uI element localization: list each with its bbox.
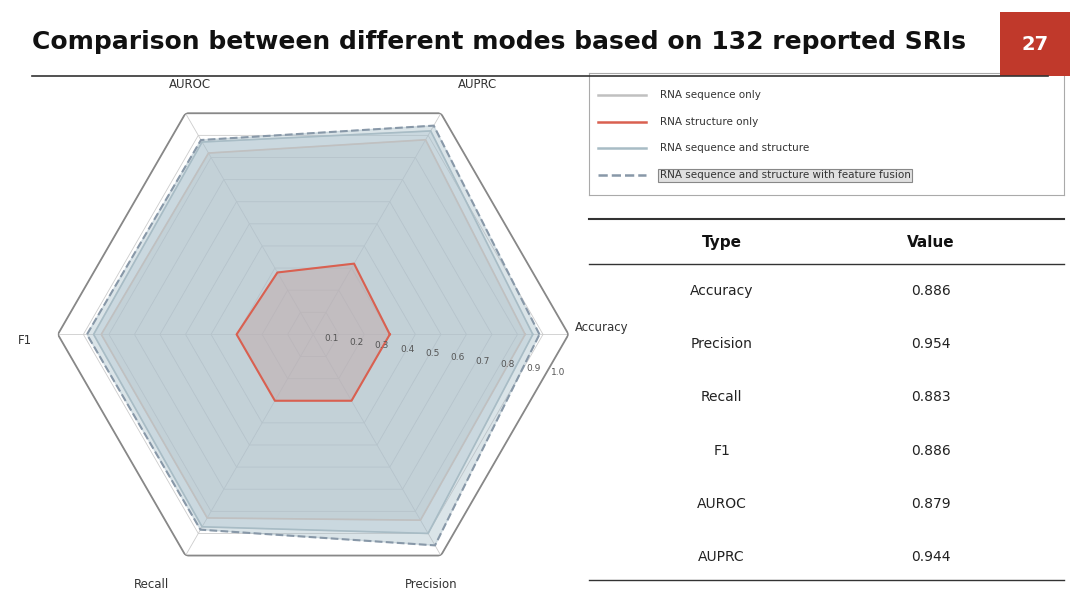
Text: RNA sequence and structure with feature fusion: RNA sequence and structure with feature … <box>660 170 910 180</box>
Text: 0.6: 0.6 <box>450 353 464 362</box>
Polygon shape <box>87 126 539 545</box>
Text: 0.3: 0.3 <box>375 341 389 350</box>
Text: 0.886: 0.886 <box>910 444 950 458</box>
Polygon shape <box>94 131 532 533</box>
Text: Precision: Precision <box>405 578 458 591</box>
Text: 27: 27 <box>1022 35 1049 54</box>
Polygon shape <box>102 140 525 520</box>
Text: AUPRC: AUPRC <box>699 550 745 564</box>
Text: AUROC: AUROC <box>697 497 746 511</box>
Text: 0.886: 0.886 <box>910 284 950 298</box>
Text: Accuracy: Accuracy <box>690 284 754 298</box>
Text: 0.1: 0.1 <box>324 334 338 343</box>
Text: RNA structure only: RNA structure only <box>660 117 758 126</box>
Text: 0.2: 0.2 <box>350 337 364 347</box>
Text: 0.879: 0.879 <box>910 497 950 511</box>
Text: RNA sequence and structure: RNA sequence and structure <box>660 143 809 153</box>
Text: Precision: Precision <box>691 337 753 351</box>
Text: Value: Value <box>907 235 955 250</box>
Text: Recall: Recall <box>701 390 742 404</box>
Text: 0.4: 0.4 <box>400 345 415 354</box>
Text: RNA sequence only: RNA sequence only <box>660 90 760 100</box>
Text: 0.7: 0.7 <box>475 357 490 365</box>
Text: 0.954: 0.954 <box>912 337 950 351</box>
Text: 0.5: 0.5 <box>426 349 440 358</box>
Text: 0.883: 0.883 <box>910 390 950 404</box>
Polygon shape <box>237 264 390 401</box>
FancyBboxPatch shape <box>1000 12 1070 76</box>
Text: 0.9: 0.9 <box>526 364 540 373</box>
Text: 0.8: 0.8 <box>501 361 515 370</box>
Text: AUROC: AUROC <box>168 78 211 91</box>
Text: Accuracy: Accuracy <box>575 322 629 334</box>
Text: F1: F1 <box>17 334 31 347</box>
Text: 1.0: 1.0 <box>551 368 566 377</box>
Text: Type: Type <box>702 235 742 250</box>
Text: F1: F1 <box>713 444 730 458</box>
Text: AUPRC: AUPRC <box>458 78 497 91</box>
Text: 0.944: 0.944 <box>912 550 950 564</box>
Text: Comparison between different modes based on 132 reported SRIs: Comparison between different modes based… <box>32 30 967 54</box>
Text: Recall: Recall <box>134 578 168 591</box>
